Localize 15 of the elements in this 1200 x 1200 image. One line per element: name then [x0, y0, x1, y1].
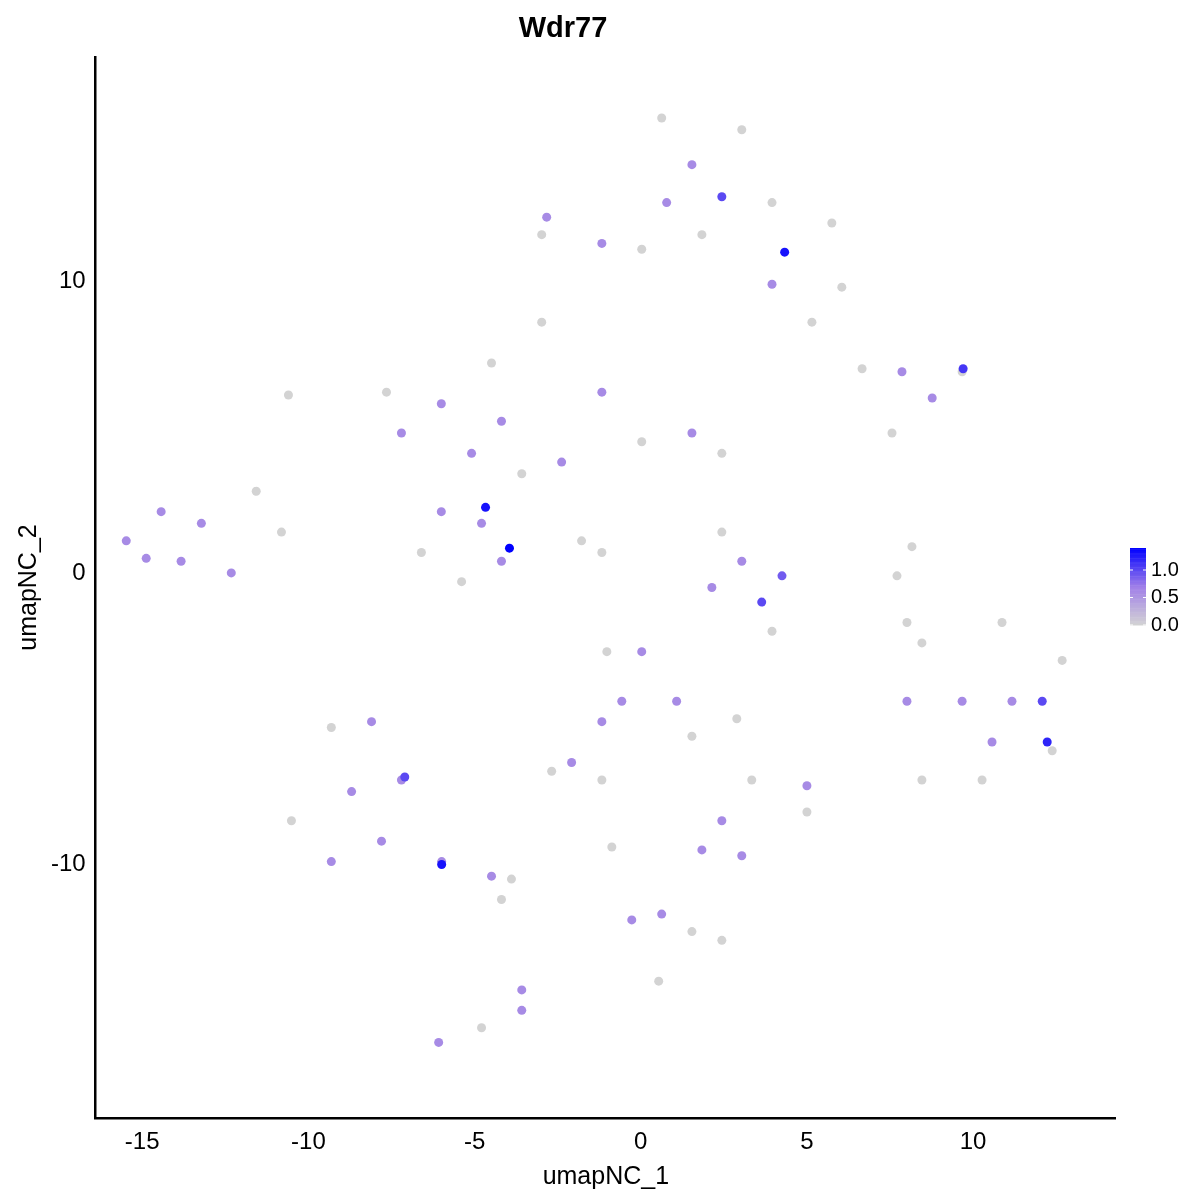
x-axis-title: umapNC_1	[542, 1160, 670, 1189]
x-tick-label: -15	[124, 1127, 160, 1155]
x-tick-label: 0	[634, 1127, 648, 1155]
y-tick-label: -10	[51, 849, 86, 877]
x-tick-label: 5	[800, 1127, 814, 1155]
chart-title: Wdr77	[518, 11, 608, 44]
x-tick-label: 10	[959, 1127, 987, 1155]
color-bar-label: 0.0	[1151, 612, 1179, 635]
y-tick-label: 10	[58, 265, 86, 293]
color-bar-label: 1.0	[1151, 557, 1179, 580]
color-bar-label: 0.5	[1151, 585, 1179, 608]
y-tick-label: 0	[72, 557, 86, 585]
x-tick-label: -10	[291, 1127, 326, 1155]
y-axis-title: umapNC_2	[12, 524, 41, 651]
x-tick-label: -5	[463, 1127, 486, 1155]
